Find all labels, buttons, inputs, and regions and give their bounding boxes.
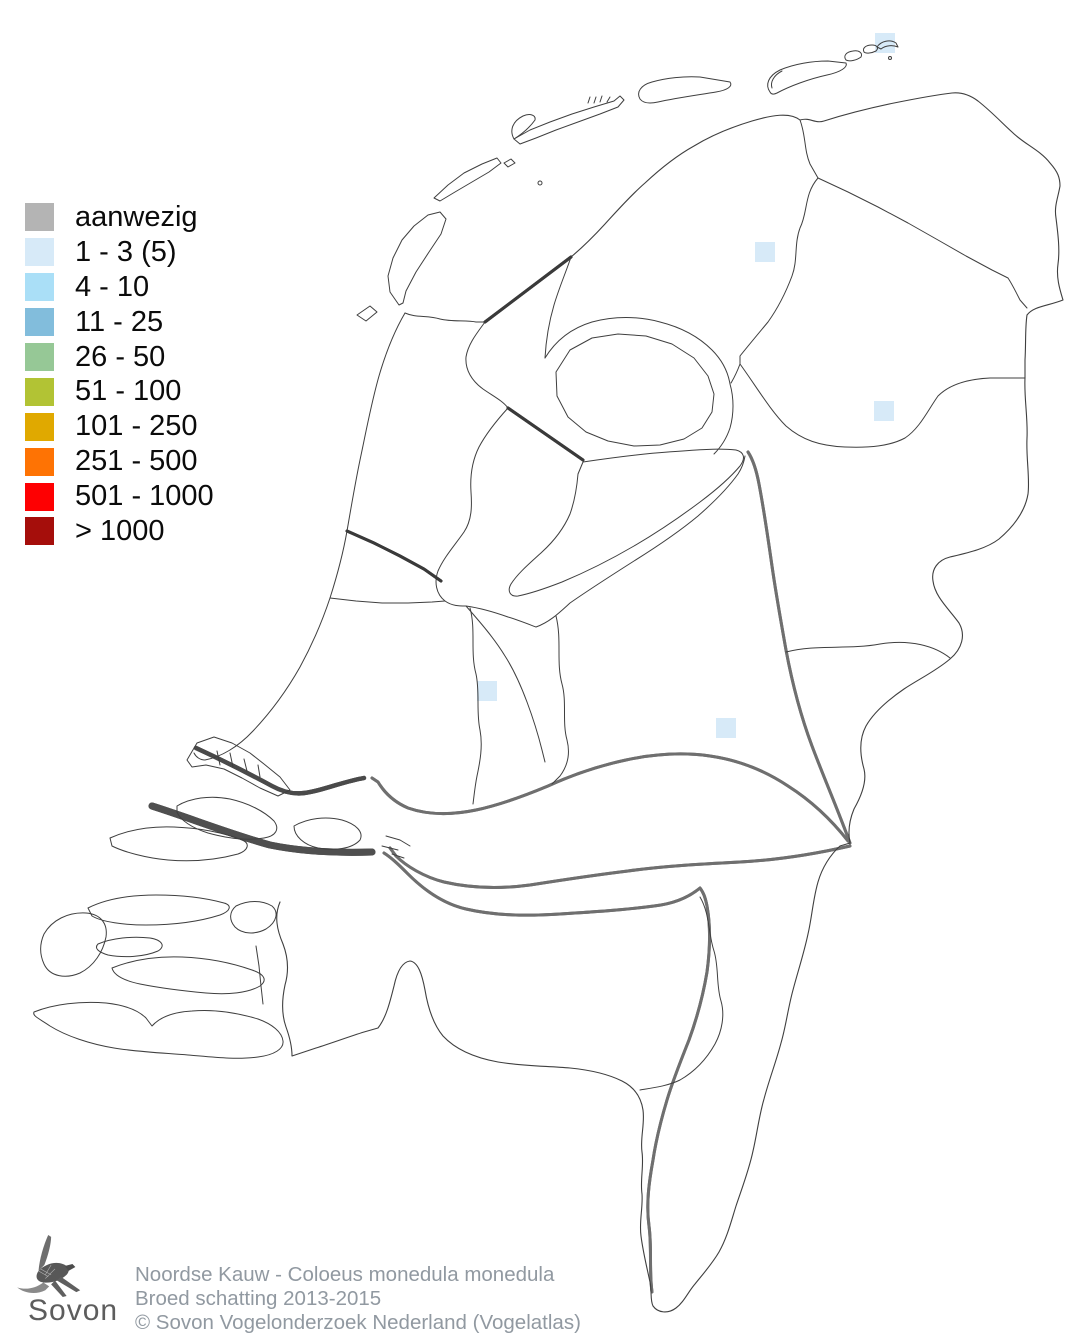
- distribution-square: [755, 242, 775, 262]
- distribution-square: [874, 401, 894, 421]
- legend-item: 26 - 50: [25, 340, 214, 375]
- species-title: Noordse Kauw - Coloeus monedula monedula: [135, 1263, 555, 1286]
- legend-swatch: [25, 203, 54, 232]
- legend-swatch: [25, 447, 54, 476]
- coast-and-borders: [33, 40, 1064, 1313]
- distribution-square: [875, 33, 895, 53]
- legend-label: 501 - 1000: [75, 480, 214, 513]
- legend-swatch: [25, 482, 54, 511]
- legend-swatch: [25, 517, 54, 546]
- legend-item: 4 - 10: [25, 270, 214, 305]
- legend-swatch: [25, 308, 54, 337]
- legend-swatch: [25, 273, 54, 302]
- legend-item: 501 - 1000: [25, 479, 214, 514]
- legend-swatch: [25, 377, 54, 406]
- legend-item: 101 - 250: [25, 409, 214, 444]
- legend-swatch: [25, 238, 54, 267]
- copyright-line: © Sovon Vogelonderzoek Nederland (Vogela…: [135, 1310, 581, 1334]
- dikes-and-canals: [345, 255, 585, 583]
- legend-label: 11 - 25: [75, 305, 164, 338]
- legend-item: 51 - 100: [25, 374, 214, 409]
- legend-label: 1 - 3 (5): [75, 235, 177, 268]
- legend: aanwezig 1 - 3 (5) 4 - 10 11 - 25 26 - 5…: [25, 200, 214, 549]
- legend-swatch: [25, 343, 54, 371]
- sovon-logo-text: Sovon: [28, 1294, 119, 1327]
- legend-item: aanwezig: [25, 200, 214, 235]
- legend-label: 26 - 50: [75, 340, 166, 373]
- estuaries: [148, 745, 376, 852]
- legend-label: 51 - 100: [75, 375, 182, 408]
- rivers: [370, 450, 852, 1294]
- sovon-swallow-icon: [17, 1234, 81, 1298]
- legend-label: 101 - 250: [75, 410, 198, 443]
- map-data-squares: [477, 33, 895, 738]
- legend-swatch: [25, 412, 54, 441]
- legend-label: 4 - 10: [75, 270, 150, 303]
- distribution-square: [716, 718, 736, 738]
- legend-label: > 1000: [75, 514, 165, 547]
- legend-label: aanwezig: [75, 200, 198, 233]
- legend-item: 251 - 500: [25, 444, 214, 479]
- distribution-square: [477, 681, 497, 701]
- legend-label: 251 - 500: [75, 445, 198, 478]
- survey-subtitle: Broed schatting 2013-2015: [135, 1286, 382, 1310]
- map-caption: Noordse Kauw - Coloeus monedula monedula…: [135, 1263, 581, 1334]
- legend-item: 11 - 25: [25, 305, 214, 340]
- legend-item: > 1000: [25, 514, 214, 549]
- legend-item: 1 - 3 (5): [25, 235, 214, 270]
